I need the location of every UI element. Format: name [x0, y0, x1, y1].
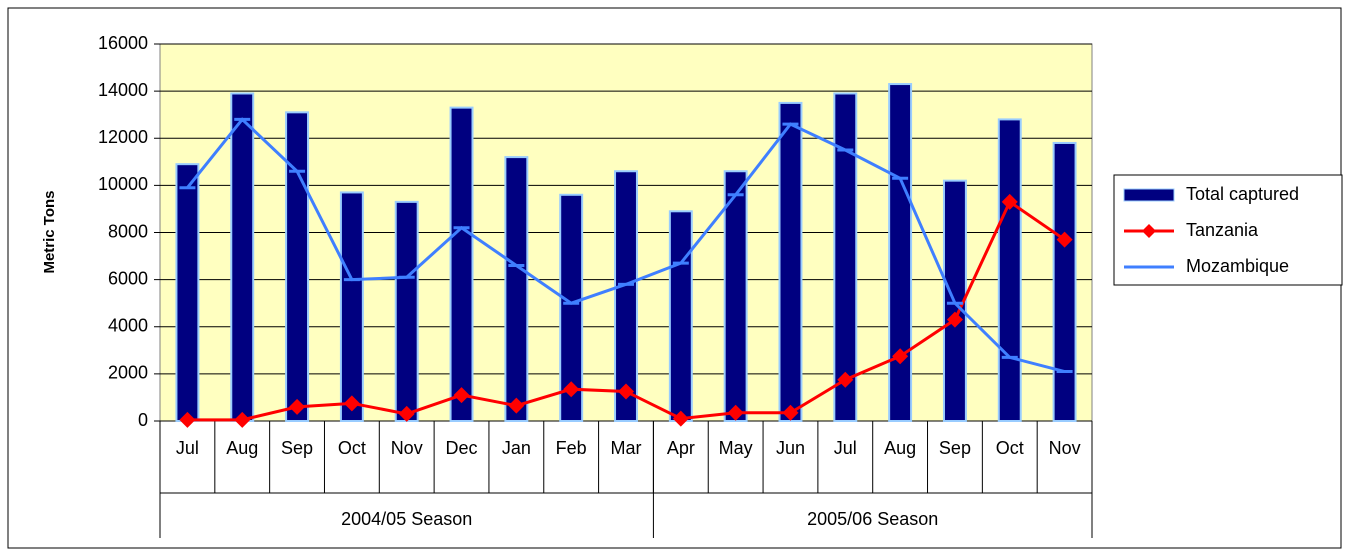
marker	[453, 387, 470, 404]
bar	[230, 92, 255, 422]
x-tick-label: Jul	[834, 438, 857, 458]
legend-swatch	[1123, 188, 1175, 202]
legend-label: Mozambique	[1186, 256, 1289, 276]
x-tick-label: Jun	[776, 438, 805, 458]
x-tick-label: Aug	[226, 438, 258, 458]
bar	[1052, 141, 1077, 422]
bar	[833, 92, 858, 422]
y-tick-label: 0	[138, 410, 148, 430]
bar	[668, 210, 693, 422]
marker	[508, 397, 525, 414]
x-tick-label: Sep	[939, 438, 971, 458]
x-tick-label: Aug	[884, 438, 916, 458]
marker	[179, 411, 196, 428]
marker	[289, 398, 306, 415]
x-tick-label: Nov	[1049, 438, 1081, 458]
x-tick-label: Jul	[176, 438, 199, 458]
legend-label: Total captured	[1186, 184, 1299, 204]
bar	[339, 191, 364, 422]
bar	[504, 156, 529, 422]
marker	[1056, 231, 1073, 248]
marker	[618, 383, 634, 400]
bar	[559, 193, 584, 422]
y-tick-label: 8000	[108, 221, 148, 241]
bar	[449, 106, 474, 423]
x-tick-label: Dec	[446, 438, 478, 458]
legend-marker	[1142, 224, 1156, 238]
x-tick-label: Mar	[611, 438, 642, 458]
marker	[892, 348, 909, 365]
bar	[778, 101, 803, 422]
bar	[175, 163, 200, 422]
y-tick-label: 2000	[108, 363, 148, 383]
x-tick-label: Oct	[338, 438, 366, 458]
y-tick-label: 10000	[98, 174, 148, 194]
y-tick-label: 14000	[98, 80, 148, 100]
marker	[672, 410, 689, 427]
group-label: 2004/05 Season	[341, 509, 472, 529]
x-tick-label: Feb	[556, 438, 587, 458]
y-tick-label: 4000	[108, 316, 148, 336]
bar	[723, 170, 748, 422]
group-label: 2005/06 Season	[807, 509, 938, 529]
y-axis-label: Metric Tons	[41, 190, 58, 273]
bar	[997, 118, 1022, 423]
marker	[727, 404, 744, 421]
marker	[398, 405, 415, 422]
marker	[234, 411, 251, 428]
bar	[394, 200, 419, 422]
x-tick-label: Sep	[281, 438, 313, 458]
x-tick-label: Nov	[391, 438, 423, 458]
y-tick-label: 16000	[98, 33, 148, 53]
x-tick-label: Apr	[667, 438, 695, 458]
legend-label: Tanzania	[1186, 220, 1259, 240]
y-tick-label: 6000	[108, 268, 148, 288]
y-tick-label: 12000	[98, 127, 148, 147]
bar	[614, 170, 638, 422]
marker	[837, 371, 854, 388]
marker	[1001, 193, 1018, 210]
bar	[888, 83, 913, 423]
x-tick-label: May	[719, 438, 753, 458]
marker	[782, 404, 799, 421]
marker	[563, 381, 580, 398]
marker	[343, 395, 360, 412]
marker	[946, 311, 963, 328]
x-tick-label: Oct	[996, 438, 1024, 458]
bar	[285, 111, 310, 423]
x-tick-label: Jan	[502, 438, 531, 458]
